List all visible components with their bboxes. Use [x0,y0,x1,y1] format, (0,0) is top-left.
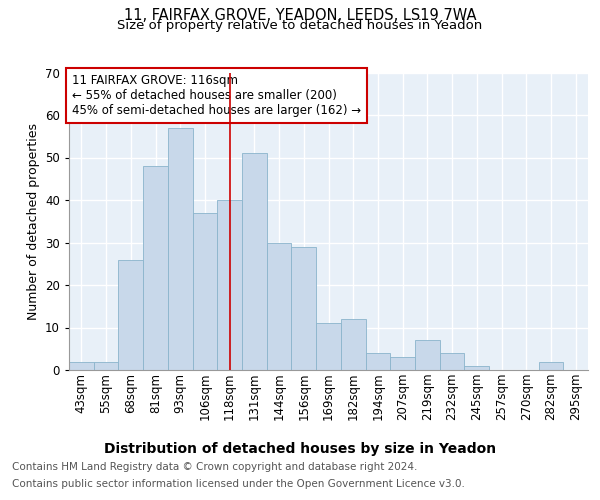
Bar [365,353,390,370]
Bar [69,362,94,370]
Text: Contains HM Land Registry data © Crown copyright and database right 2024.: Contains HM Land Registry data © Crown c… [12,462,418,472]
Text: 11 FAIRFAX GROVE: 116sqm
← 55% of detached houses are smaller (200)
45% of semi-: 11 FAIRFAX GROVE: 116sqm ← 55% of detach… [71,74,361,117]
Y-axis label: Number of detached properties: Number of detached properties [26,122,40,320]
Bar [539,362,563,370]
Bar [267,242,292,370]
Text: Distribution of detached houses by size in Yeadon: Distribution of detached houses by size … [104,442,496,456]
Text: Size of property relative to detached houses in Yeadon: Size of property relative to detached ho… [118,19,482,32]
Text: 11, FAIRFAX GROVE, YEADON, LEEDS, LS19 7WA: 11, FAIRFAX GROVE, YEADON, LEEDS, LS19 7… [124,8,476,22]
Bar [193,213,217,370]
Bar [94,362,118,370]
Bar [292,246,316,370]
Bar [316,324,341,370]
Bar [390,357,415,370]
Bar [464,366,489,370]
Bar [242,153,267,370]
Bar [440,353,464,370]
Bar [168,128,193,370]
Bar [341,319,365,370]
Bar [143,166,168,370]
Bar [415,340,440,370]
Text: Contains public sector information licensed under the Open Government Licence v3: Contains public sector information licen… [12,479,465,489]
Bar [118,260,143,370]
Bar [217,200,242,370]
